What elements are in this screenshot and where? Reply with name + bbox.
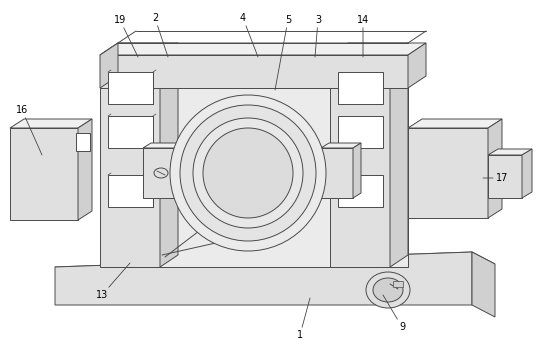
Polygon shape bbox=[143, 143, 183, 148]
Text: 13: 13 bbox=[96, 263, 130, 300]
Polygon shape bbox=[408, 43, 426, 88]
Bar bbox=[108, 175, 153, 207]
Polygon shape bbox=[143, 148, 175, 198]
Text: 2: 2 bbox=[152, 13, 168, 57]
Ellipse shape bbox=[373, 278, 403, 302]
Text: 17: 17 bbox=[483, 173, 508, 183]
Ellipse shape bbox=[170, 95, 326, 251]
Ellipse shape bbox=[366, 272, 410, 308]
Polygon shape bbox=[10, 128, 78, 220]
Ellipse shape bbox=[193, 118, 303, 228]
Bar bbox=[108, 72, 153, 104]
Bar bbox=[338, 72, 383, 104]
Polygon shape bbox=[488, 155, 522, 198]
Polygon shape bbox=[472, 252, 495, 317]
Bar bbox=[76, 133, 90, 151]
Text: 5: 5 bbox=[275, 15, 291, 90]
Bar bbox=[338, 116, 383, 148]
Ellipse shape bbox=[180, 105, 316, 241]
Polygon shape bbox=[522, 149, 532, 198]
Ellipse shape bbox=[154, 168, 168, 178]
Polygon shape bbox=[488, 149, 532, 155]
Ellipse shape bbox=[203, 128, 293, 218]
Bar bbox=[108, 116, 153, 148]
Polygon shape bbox=[321, 148, 353, 198]
Text: 14: 14 bbox=[357, 15, 369, 57]
Polygon shape bbox=[488, 119, 502, 218]
Polygon shape bbox=[55, 252, 495, 279]
Polygon shape bbox=[100, 43, 178, 55]
Polygon shape bbox=[100, 43, 426, 55]
Text: 4: 4 bbox=[240, 13, 258, 57]
Polygon shape bbox=[100, 55, 408, 88]
Bar bbox=[393, 281, 403, 287]
Polygon shape bbox=[353, 143, 361, 198]
Polygon shape bbox=[408, 119, 502, 128]
Text: 3: 3 bbox=[315, 15, 321, 57]
Polygon shape bbox=[10, 119, 92, 128]
Polygon shape bbox=[390, 43, 408, 267]
Text: 1: 1 bbox=[297, 298, 310, 340]
Polygon shape bbox=[100, 43, 118, 88]
Text: 16: 16 bbox=[16, 105, 42, 155]
Bar bbox=[338, 175, 383, 207]
Polygon shape bbox=[78, 119, 92, 220]
Polygon shape bbox=[118, 88, 408, 267]
Polygon shape bbox=[330, 43, 408, 55]
Text: 19: 19 bbox=[114, 15, 138, 57]
Polygon shape bbox=[100, 55, 160, 267]
Polygon shape bbox=[321, 143, 361, 148]
Polygon shape bbox=[160, 43, 178, 267]
Text: 9: 9 bbox=[383, 295, 405, 332]
Polygon shape bbox=[55, 252, 472, 305]
Polygon shape bbox=[408, 128, 488, 218]
Polygon shape bbox=[330, 55, 390, 267]
